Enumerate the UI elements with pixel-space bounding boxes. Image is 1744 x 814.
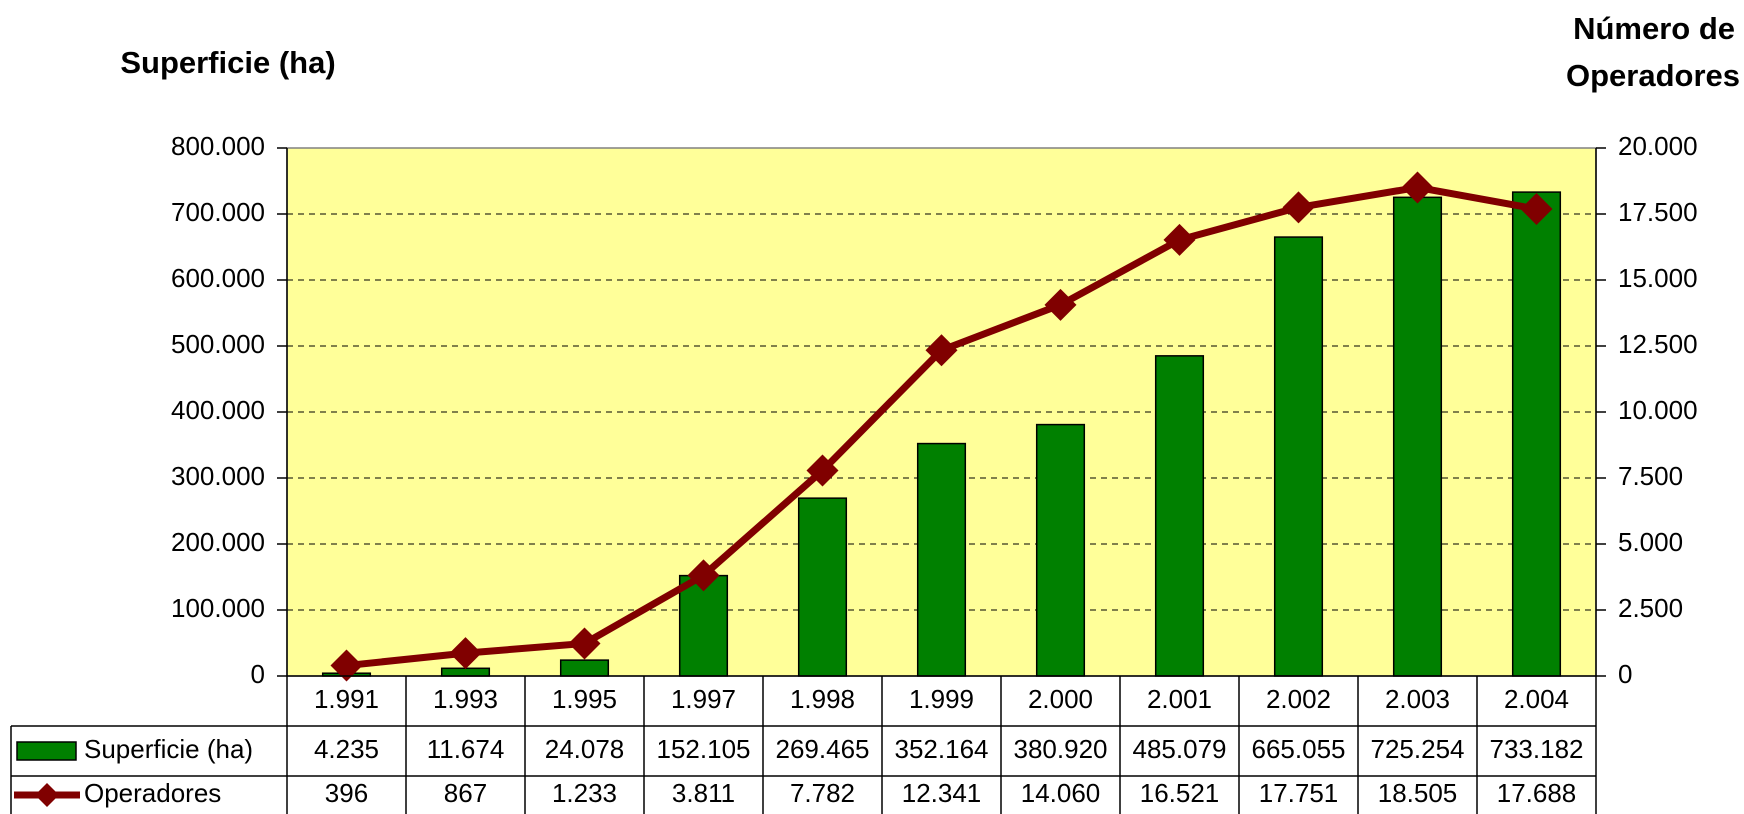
y-tick-label: 700.000 [171, 197, 265, 227]
x-tick-label: 1.991 [314, 684, 379, 714]
y-tick-label: 0 [251, 659, 265, 689]
marker [1163, 223, 1196, 256]
y2-tick-label: 20.000 [1618, 131, 1698, 161]
table-value: 352.164 [895, 734, 989, 764]
y-tick-label: 800.000 [171, 131, 265, 161]
y-tick-label: 300.000 [171, 461, 265, 491]
y-tick-label: 600.000 [171, 263, 265, 293]
marker [568, 627, 601, 660]
table-value: 269.465 [776, 734, 870, 764]
y2-tick-label: 2.500 [1618, 593, 1683, 623]
y2-tick-label: 15.000 [1618, 263, 1698, 293]
marker [925, 334, 958, 367]
marker [1282, 191, 1315, 224]
y2-tick-label: 5.000 [1618, 527, 1683, 557]
y2-axis-title: Número de [1573, 11, 1735, 46]
y2-tick-label: 12.500 [1618, 329, 1698, 359]
table-value: 867 [444, 778, 487, 808]
table-value: 16.521 [1140, 778, 1220, 808]
legend-label: Operadores [84, 778, 221, 808]
table-value: 11.674 [427, 734, 505, 764]
table-value: 396 [325, 778, 368, 808]
x-tick-label: 2.003 [1385, 684, 1450, 714]
table-value: 24.078 [545, 734, 625, 764]
table-value: 17.751 [1259, 778, 1339, 808]
marker [687, 559, 720, 592]
bar [1154, 355, 1205, 677]
marker [330, 649, 363, 682]
marker [806, 454, 839, 487]
table-value: 725.254 [1371, 734, 1465, 764]
legend-key [35, 783, 59, 807]
marker [1401, 171, 1434, 204]
y-axis-title: Superficie (ha) [120, 45, 335, 80]
table-value: 485.079 [1133, 734, 1227, 764]
legend-label: Superficie (ha) [84, 734, 253, 764]
legend-key [16, 741, 77, 761]
table-value: 12.341 [902, 778, 982, 808]
marker [1044, 288, 1077, 321]
table-value: 3.811 [672, 778, 735, 808]
bar [1273, 236, 1324, 677]
y-tick-label: 100.000 [171, 593, 265, 623]
table-value: 1.233 [552, 778, 617, 808]
bar [916, 442, 967, 677]
x-tick-label: 2.000 [1028, 684, 1093, 714]
table-value: 18.505 [1378, 778, 1458, 808]
x-tick-label: 1.998 [790, 684, 855, 714]
x-tick-label: 1.995 [552, 684, 617, 714]
bar [1511, 191, 1562, 677]
bar [797, 497, 848, 677]
y2-axis-title: Operadores [1566, 58, 1740, 93]
y2-tick-label: 10.000 [1618, 395, 1698, 425]
marker [1520, 193, 1553, 226]
x-tick-label: 1.997 [671, 684, 736, 714]
table-value: 4.235 [314, 734, 379, 764]
y-tick-label: 400.000 [171, 395, 265, 425]
table-value: 380.920 [1014, 734, 1108, 764]
bar [678, 574, 729, 677]
table-value: 7.782 [790, 778, 855, 808]
x-tick-label: 2.004 [1504, 684, 1569, 714]
bar [1392, 196, 1443, 677]
y-tick-label: 500.000 [171, 329, 265, 359]
x-tick-label: 1.999 [909, 684, 974, 714]
table-value: 152.105 [657, 734, 751, 764]
y-tick-label: 200.000 [171, 527, 265, 557]
table-value: 665.055 [1252, 734, 1346, 764]
table-value: 14.060 [1021, 778, 1101, 808]
x-tick-label: 1.993 [433, 684, 498, 714]
y2-tick-label: 7.500 [1618, 461, 1683, 491]
x-tick-label: 2.002 [1266, 684, 1331, 714]
y2-tick-label: 0 [1618, 659, 1632, 689]
y2-tick-label: 17.500 [1618, 197, 1698, 227]
bar [440, 667, 491, 677]
bar [559, 659, 610, 677]
table-value: 17.688 [1497, 778, 1577, 808]
table-value: 733.182 [1490, 734, 1584, 764]
x-tick-label: 2.001 [1147, 684, 1212, 714]
bar [1035, 423, 1086, 677]
marker [449, 637, 482, 670]
